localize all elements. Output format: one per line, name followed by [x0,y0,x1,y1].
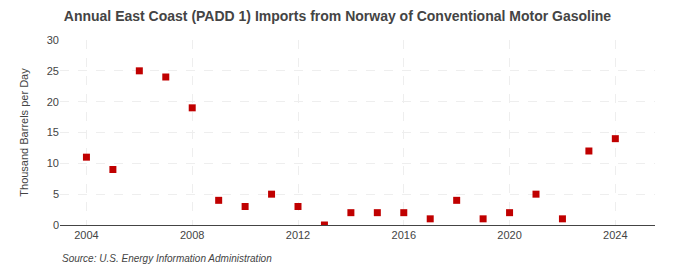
svg-text:2016: 2016 [392,229,416,241]
svg-text:25: 25 [47,65,59,77]
svg-text:5: 5 [53,188,59,200]
svg-text:2020: 2020 [497,229,521,241]
svg-text:2024: 2024 [603,229,627,241]
svg-text:2008: 2008 [180,229,204,241]
svg-text:2012: 2012 [286,229,310,241]
svg-text:15: 15 [47,126,59,138]
svg-text:20: 20 [47,96,59,108]
svg-text:30: 30 [47,34,59,46]
svg-text:Thousand Barrels per Day: Thousand Barrels per Day [18,68,30,197]
svg-text:10: 10 [47,157,59,169]
svg-text:0: 0 [53,219,59,231]
svg-text:Annual East Coast (PADD 1) Imp: Annual East Coast (PADD 1) Imports from … [64,8,612,24]
svg-text:2004: 2004 [74,229,98,241]
svg-text:Source: U.S. Energy Informatio: Source: U.S. Energy Information Administ… [62,253,272,264]
